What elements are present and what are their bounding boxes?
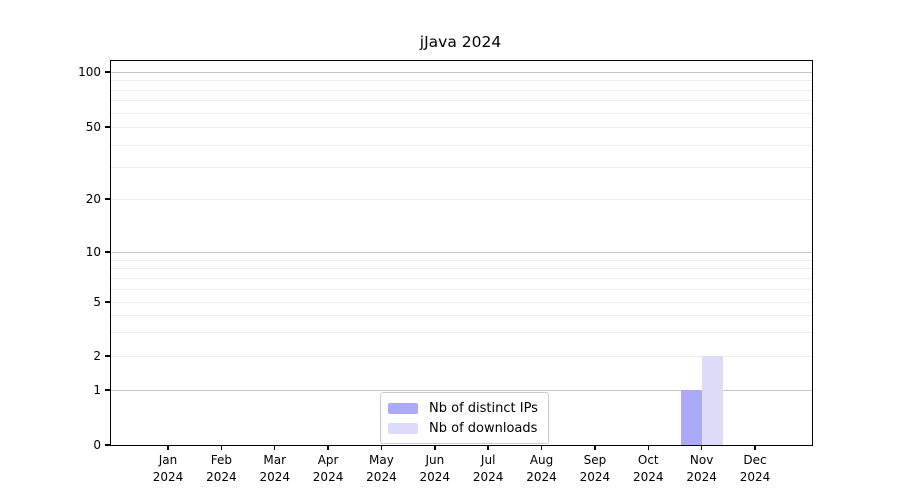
x-axis-tick-jun: [434, 445, 436, 450]
gridline-minor-y60: [111, 112, 812, 114]
gridline-y100: [111, 72, 812, 73]
y-axis-tick-0: [105, 444, 110, 446]
legend-row-0: Nb of distinct IPs: [388, 400, 538, 417]
gridline-minor-y40: [111, 144, 812, 146]
y-axis-tick-10: [105, 251, 110, 253]
legend-swatch-1: [388, 423, 418, 434]
x-tick-label-jul: Jul 2024: [472, 453, 504, 484]
x-axis-tick-feb: [220, 445, 223, 450]
bar-nov-distinct-ips: [680, 390, 702, 445]
gridline-y10: [111, 252, 812, 253]
legend: Nb of distinct IPs Nb of downloads: [380, 392, 549, 444]
gridline-y2: [111, 356, 812, 357]
gridline-minor-y70: [111, 100, 812, 102]
y-axis-tick-2: [105, 355, 110, 357]
x-tick-label-may: May 2024: [366, 453, 397, 484]
bar-nov-downloads: [701, 356, 723, 445]
y-tick-label-100: 100: [78, 65, 101, 79]
plot-area: 0 1 2 5 10 20 50 100 Jan 2024 Feb 2024 Mar 2024 Apr…: [78, 60, 813, 484]
x-tick-label-oct: Oct 2024: [632, 453, 664, 484]
legend-row-1: Nb of downloads: [388, 420, 538, 437]
x-axis-tick-apr: [327, 445, 329, 450]
y-axis-tick-20: [105, 198, 110, 200]
x-tick-label-apr: Apr 2024: [312, 453, 344, 484]
gridline-minor-y90: [111, 80, 812, 82]
y-axis-tick-50: [105, 126, 110, 128]
x-axis-tick-nov: [700, 445, 703, 450]
gridline-y20: [111, 199, 812, 200]
chart-title: jJava 2024: [419, 33, 502, 51]
legend-swatch-0: [388, 403, 418, 414]
gridline-y1: [111, 390, 812, 391]
y-axis-tick-100: [105, 71, 110, 73]
legend-label-0: Nb of distinct IPs: [429, 401, 538, 416]
x-tick-label-feb: Feb 2024: [206, 453, 237, 484]
gridline-minor-y3: [111, 332, 812, 334]
gridline-minor-y7: [111, 277, 812, 279]
y-tick-label-5: 5: [93, 295, 101, 309]
x-tick-label-aug: Aug 2024: [526, 453, 557, 484]
x-axis-tick-aug: [540, 445, 543, 450]
y-axis-tick-5: [105, 301, 110, 303]
gridline-y50: [111, 127, 812, 128]
y-tick-label-0: 0: [93, 438, 101, 452]
x-axis-tick-jan: [167, 445, 169, 450]
x-tick-label-jun: Jun 2024: [419, 453, 451, 484]
x-tick-label-jan: Jan 2024: [152, 453, 184, 484]
y-tick-label-2: 2: [93, 349, 101, 363]
y-tick-label-10: 10: [85, 245, 101, 259]
y-tick-label-20: 20: [85, 192, 101, 206]
y-tick-label-50: 50: [85, 120, 101, 134]
gridline-minor-y30: [111, 167, 812, 169]
y-tick-label-1: 1: [93, 383, 101, 397]
y-axis-tick-1: [105, 389, 110, 391]
gridline-minor-y80: [111, 89, 812, 91]
x-axis-tick-oct: [647, 445, 650, 450]
x-tick-label-mar: Mar 2024: [259, 453, 290, 484]
gridline-minor-y9: [111, 259, 812, 261]
x-tick-label-dec: Dec 2024: [739, 453, 771, 484]
legend-label-1: Nb of downloads: [429, 421, 538, 436]
gridline-minor-y8: [111, 268, 812, 270]
x-axis-tick-mar: [273, 445, 276, 450]
x-axis-tick-dec: [754, 445, 756, 450]
x-axis-tick-jul: [487, 445, 489, 450]
gridline-minor-y4: [111, 315, 812, 317]
x-axis-tick-sep: [594, 445, 596, 450]
x-tick-label-nov: Nov 2024: [686, 453, 717, 484]
x-axis-tick-may: [380, 445, 383, 450]
gridline-minor-y6: [111, 288, 812, 290]
x-tick-label-sep: Sep 2024: [579, 453, 611, 484]
gridline-y5: [111, 302, 812, 303]
